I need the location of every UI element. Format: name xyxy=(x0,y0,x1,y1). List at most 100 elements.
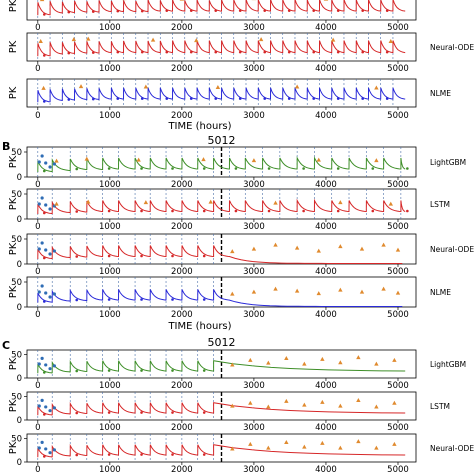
predicted-point xyxy=(91,97,95,101)
y-tick-label: 0 xyxy=(17,173,22,183)
y-tick-label: 0 xyxy=(17,303,22,313)
predicted-point xyxy=(140,298,143,301)
panel-nlme xyxy=(24,276,417,310)
predicted-point xyxy=(371,209,375,213)
y-axis-label: PK xyxy=(8,357,19,370)
predicted-point xyxy=(116,50,120,54)
observed-point xyxy=(143,84,149,89)
predicted-point xyxy=(42,13,46,16)
observed-point xyxy=(266,360,271,365)
predicted-point xyxy=(361,50,364,54)
y-tick-label: 50 xyxy=(11,435,22,445)
x-tick-label: 5000 xyxy=(387,267,409,277)
predicted-point xyxy=(42,455,46,458)
x-tick-label: 2000 xyxy=(171,64,193,74)
x-tick-label: 5000 xyxy=(387,222,409,232)
x-tick-label: 1000 xyxy=(99,381,121,391)
observed-point xyxy=(338,403,343,408)
x-tick-label: 4000 xyxy=(315,423,337,433)
x-tick-label: 5000 xyxy=(387,423,409,433)
predicted-point xyxy=(202,453,206,456)
observed-point xyxy=(54,201,59,206)
history-point xyxy=(48,367,52,371)
chart-title: 5012 xyxy=(208,336,236,349)
x-tick-label: 4000 xyxy=(315,267,337,277)
observed-point xyxy=(215,85,221,89)
observed-point xyxy=(302,444,307,449)
x-tick-label: 0 xyxy=(35,23,40,33)
observed-point xyxy=(356,398,361,402)
history-point xyxy=(52,406,56,410)
predicted-point xyxy=(202,209,206,213)
predicted-point xyxy=(287,97,291,100)
series-label: Neural-ODE xyxy=(430,444,474,453)
observed-point xyxy=(374,158,379,163)
observed-point xyxy=(251,289,257,294)
observed-point xyxy=(230,403,235,408)
predicted-point xyxy=(312,97,316,100)
observed-point xyxy=(294,288,300,293)
observed-point xyxy=(338,200,343,205)
predicted-point xyxy=(140,254,143,258)
predicted-point xyxy=(361,9,364,12)
predicted-point xyxy=(214,50,218,54)
predicted-point xyxy=(171,209,174,213)
prediction-line-lstm xyxy=(37,401,406,416)
history-point xyxy=(44,161,48,165)
predicted-point xyxy=(91,10,95,13)
predicted-point xyxy=(371,167,375,170)
observed-point xyxy=(359,289,365,294)
prediction-line-neural_ode xyxy=(37,443,406,458)
observed-point xyxy=(251,246,257,251)
x-tick-label: 2000 xyxy=(171,23,193,33)
history-point xyxy=(48,295,52,299)
panel-neural-ode xyxy=(24,433,417,465)
x-tick-label: 0 xyxy=(35,111,40,121)
x-tick-label: 0 xyxy=(35,465,40,474)
observed-point xyxy=(78,84,84,89)
predicted-point xyxy=(42,100,46,103)
predicted-point xyxy=(42,256,46,260)
predicted-point xyxy=(42,371,46,374)
y-tick-label: 50 xyxy=(11,235,22,245)
x-tick-label: 1000 xyxy=(99,64,121,74)
observed-point xyxy=(284,356,289,360)
predicted-point xyxy=(234,209,238,213)
x-tick-label: 1000 xyxy=(99,23,121,33)
section-label-c: C xyxy=(2,339,10,352)
history-point xyxy=(37,160,41,164)
predicted-point xyxy=(42,54,46,57)
observed-point xyxy=(320,440,325,445)
predicted-point xyxy=(336,50,340,54)
observed-point xyxy=(273,286,278,291)
x-tick-label: 4000 xyxy=(315,222,337,232)
panel-nlme xyxy=(26,78,417,110)
predicted-point xyxy=(140,9,144,13)
predicted-point xyxy=(107,369,111,372)
x-tick-label: 2000 xyxy=(171,381,193,391)
observed-point xyxy=(251,158,257,163)
observed-point xyxy=(230,362,235,367)
x-tick-label: 1000 xyxy=(99,180,121,190)
y-axis-label: PK xyxy=(8,399,19,412)
observed-point xyxy=(84,156,89,161)
observed-point xyxy=(388,39,393,43)
y-tick-label: 0 xyxy=(17,215,22,225)
x-tick-label: 1000 xyxy=(99,465,121,474)
predicted-point xyxy=(336,167,340,170)
y-tick-label: 50 xyxy=(11,351,22,361)
chart-title: 5012 xyxy=(208,134,236,147)
observed-point xyxy=(330,37,336,42)
observed-point xyxy=(374,85,379,90)
observed-point xyxy=(230,291,235,296)
observed-point xyxy=(294,245,300,250)
y-axis-label: PK xyxy=(8,242,19,255)
observed-point xyxy=(39,0,45,2)
observed-point xyxy=(316,291,321,296)
predicted-point xyxy=(42,300,46,303)
x-tick-label: 0 xyxy=(35,310,40,320)
predicted-point xyxy=(140,167,143,170)
x-tick-label: 2000 xyxy=(171,423,193,433)
predicted-point xyxy=(140,209,143,213)
prediction-line-nlme xyxy=(37,87,406,103)
